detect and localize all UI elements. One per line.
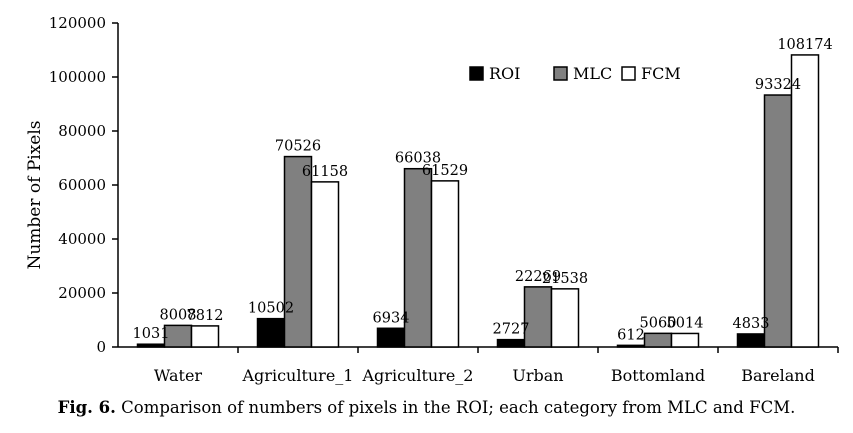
bar-fcm-bottomland	[670, 332, 700, 348]
legend-label-fcm: FCM	[641, 64, 681, 83]
bar-fcm-urban	[550, 288, 580, 348]
y-tick-label: 100000	[49, 68, 106, 86]
bar-chart: 0 20000 40000 60000 80000 100000 120000 Water Ag…	[25, 14, 839, 385]
bar-roi-agriculture_2	[376, 327, 406, 348]
data-label: 22269	[515, 269, 561, 285]
data-label: 4833	[733, 316, 770, 332]
data-label: 108174	[777, 37, 832, 53]
legend-swatch-mlc	[553, 66, 568, 81]
x-category-label: Bareland	[741, 366, 815, 385]
bar-mlc-urban	[523, 286, 553, 348]
data-label: 1031	[133, 326, 170, 342]
bar-roi-urban	[496, 338, 526, 348]
bar-roi-agriculture_1	[256, 317, 286, 348]
legend-label-roi: ROI	[489, 64, 520, 83]
caption-label: Fig. 6.	[57, 398, 116, 417]
x-category-label: Agriculture_2	[362, 366, 474, 385]
bar-mlc-agriculture_1	[283, 155, 313, 348]
data-label: 61158	[302, 164, 348, 180]
bar-roi-water	[136, 343, 166, 348]
data-label: 8008	[160, 307, 197, 323]
legend-swatch-roi	[469, 66, 484, 81]
bar-roi-bareland	[736, 333, 766, 348]
figure-caption: Fig. 6. Comparison of numbers of pixels …	[0, 398, 853, 417]
data-label: 7812	[187, 308, 224, 324]
data-label: 70526	[275, 139, 321, 155]
x-category-label: Agriculture_1	[242, 366, 354, 385]
data-label: 10502	[248, 301, 294, 317]
bars-group	[136, 54, 820, 348]
data-label: 2727	[493, 322, 530, 338]
y-axis-label: Number of Pixels	[25, 120, 45, 269]
axes: 0 20000 40000 60000 80000 100000 120000 Water Ag…	[49, 14, 839, 385]
bar-mlc-agriculture_2	[403, 167, 433, 348]
y-tick-label: 80000	[58, 122, 106, 140]
legend-label-mlc: MLC	[573, 64, 612, 83]
data-label: 6934	[373, 310, 410, 326]
caption-text: Comparison of numbers of pixels in the R…	[121, 398, 796, 417]
bar-mlc-bareland	[763, 94, 793, 348]
y-tick-label: 40000	[58, 230, 106, 248]
data-label: 61529	[422, 163, 468, 179]
bar-fcm-water	[190, 325, 220, 348]
data-label: 5060	[640, 315, 677, 331]
y-tick-label: 120000	[49, 14, 106, 32]
data-label: 612	[617, 327, 645, 343]
data-label: 93324	[755, 77, 801, 93]
data-label: 21538	[542, 271, 588, 287]
data-label: 5014	[667, 315, 704, 331]
legend: ROI MLC FCM	[469, 64, 681, 83]
y-tick-label: 20000	[58, 284, 106, 302]
x-category-label: Bottomland	[611, 366, 705, 385]
bar-mlc-bottomland	[643, 332, 673, 348]
x-category-label: Urban	[512, 366, 563, 385]
bar-roi-bottomland	[616, 344, 646, 348]
data-label: 66038	[395, 151, 441, 167]
y-tick-label: 60000	[58, 176, 106, 194]
y-tick-label: 0	[96, 338, 106, 356]
bar-fcm-agriculture_1	[310, 181, 340, 348]
x-category-label: Water	[154, 366, 202, 385]
bar-fcm-bareland	[790, 54, 820, 348]
bar-fcm-agriculture_2	[430, 180, 460, 348]
legend-swatch-fcm	[621, 66, 636, 81]
